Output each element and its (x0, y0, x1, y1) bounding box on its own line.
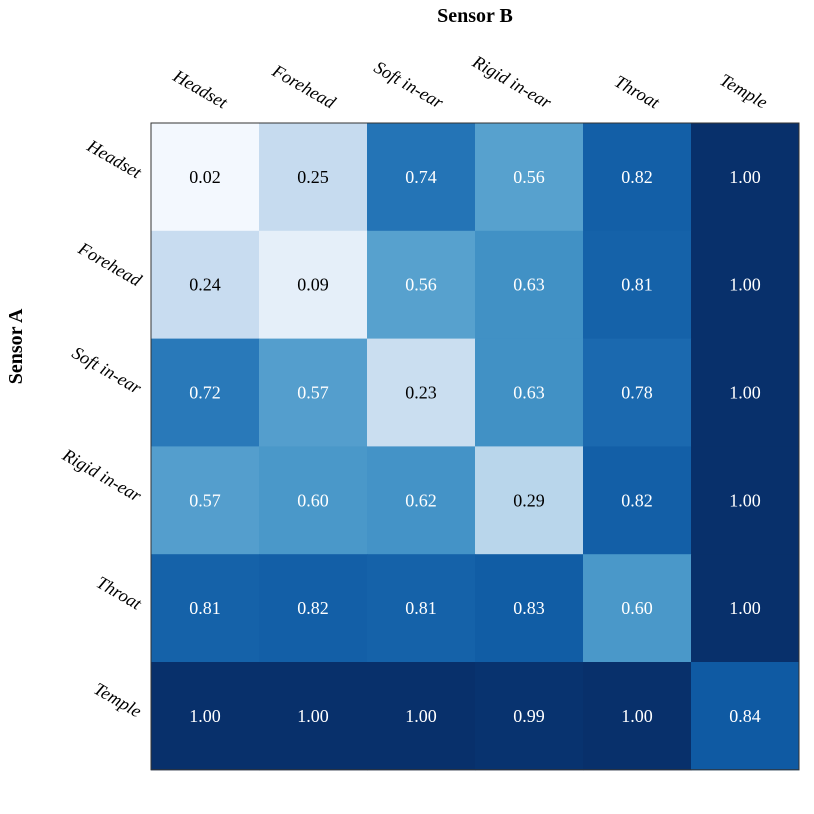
heatmap-cell (259, 554, 368, 663)
heatmap-cell (475, 123, 584, 232)
cell-value-label: 0.82 (621, 490, 653, 510)
heatmap-cell (151, 338, 260, 447)
plot-frame (150, 122, 800, 771)
x-tick-label: Throat (611, 71, 664, 113)
cell-value-label: 1.00 (189, 706, 221, 726)
cell-value-label: 1.00 (621, 706, 653, 726)
cell-value-label: 1.00 (729, 383, 761, 403)
y-axis-title: Sensor A (5, 308, 27, 384)
cell-value-label: 0.72 (189, 383, 221, 403)
heatmap-cell (259, 662, 368, 771)
heatmap-cell (367, 123, 476, 232)
heatmap-cell (475, 554, 584, 663)
heatmap-cell (259, 446, 368, 555)
heatmap-cell (259, 338, 368, 447)
cell-value-label: 0.74 (405, 167, 437, 187)
heatmap-cell (691, 230, 800, 340)
heatmap-cell (583, 662, 692, 771)
cell-value-label: 0.60 (621, 598, 653, 618)
x-tick-label: Forehead (268, 60, 340, 113)
cell-value-label: 0.63 (513, 383, 545, 403)
cell-value-label: 0.78 (621, 383, 653, 403)
heatmap-cell (691, 338, 800, 447)
cell-value-label: 0.81 (405, 598, 437, 618)
cell-value-label: 0.81 (189, 598, 221, 618)
cell-value-label: 0.25 (297, 167, 329, 187)
x-tick-labels: Headset Forehead Soft in-ear Rigid in-ear Th… (169, 51, 771, 113)
heatmap-cell (367, 662, 476, 771)
cell-value-label: 0.62 (405, 490, 437, 510)
heatmap-cell (475, 662, 584, 771)
cell-value-label: 0.82 (621, 167, 653, 187)
heatmap-cell (151, 123, 260, 232)
y-tick-label: Forehead (74, 238, 146, 291)
y-tick-label: Soft in-ear (69, 342, 146, 398)
heatmap-cell (151, 446, 260, 555)
heatmap-cell (583, 123, 692, 232)
heatmap-cell (259, 123, 368, 232)
heatmap-cell (367, 338, 476, 447)
x-tick-label: Headset (169, 65, 232, 113)
cell-value-label: 1.00 (729, 490, 761, 510)
cell-value-label: 1.00 (729, 275, 761, 295)
x-tick-label: Rigid in-ear (468, 51, 555, 113)
heatmap-cell (583, 554, 692, 663)
heatmap-cell (691, 446, 800, 555)
cell-value-label: 0.56 (405, 275, 437, 295)
heatmap-cell (583, 338, 692, 447)
heatmap-cell (259, 230, 368, 340)
x-axis-title: Sensor B (437, 5, 513, 27)
heatmap-cells (151, 123, 800, 771)
heatmap-cell (151, 662, 260, 771)
cell-labels: 0.02 0.25 0.74 0.56 0.82 1.00 0.24 0.09 0.56 0.63… (189, 167, 761, 726)
cell-value-label: 0.81 (621, 275, 653, 295)
heatmap-cell (367, 230, 476, 340)
cell-value-label: 0.24 (189, 275, 221, 295)
y-tick-label: Rigid in-ear (58, 444, 145, 506)
cell-value-label: 0.56 (513, 167, 545, 187)
heatmap-cell (151, 230, 260, 340)
heatmap-cell (583, 230, 692, 340)
cell-value-label: 0.99 (513, 706, 545, 726)
y-tick-labels: Headset Forehead Soft in-ear Rigid in-ear Th… (58, 135, 146, 721)
heatmap-cell (475, 338, 584, 447)
heatmap-cell (367, 446, 476, 555)
heatmap-cell (691, 662, 800, 771)
cell-value-label: 0.82 (297, 598, 329, 618)
cell-value-label: 0.60 (297, 490, 329, 510)
y-tick-label: Temple (91, 678, 145, 721)
cell-value-label: 0.23 (405, 383, 437, 403)
heatmap-cell (475, 230, 584, 340)
cell-value-label: 0.57 (297, 383, 329, 403)
y-tick-label: Headset (83, 135, 146, 183)
cell-value-label: 0.09 (297, 275, 329, 295)
cell-value-label: 0.02 (189, 167, 221, 187)
cell-value-label: 0.63 (513, 275, 545, 295)
heatmap-cell (583, 446, 692, 555)
x-tick-label: Soft in-ear (371, 57, 448, 113)
heatmap-cell (691, 554, 800, 663)
heatmap-cell (367, 554, 476, 663)
cell-value-label: 0.84 (729, 706, 761, 726)
x-tick-label: Temple (717, 69, 771, 112)
heatmap-cell (475, 446, 584, 555)
cell-value-label: 0.29 (513, 490, 545, 510)
y-tick-label: Throat (93, 572, 146, 614)
cell-value-label: 1.00 (405, 706, 437, 726)
cell-value-label: 1.00 (297, 706, 329, 726)
cell-value-label: 0.83 (513, 598, 545, 618)
cell-value-label: 0.57 (189, 490, 221, 510)
heatmap-cell (691, 123, 800, 232)
cell-value-label: 1.00 (729, 598, 761, 618)
cell-value-label: 1.00 (729, 167, 761, 187)
heatmap-cell (151, 554, 260, 663)
